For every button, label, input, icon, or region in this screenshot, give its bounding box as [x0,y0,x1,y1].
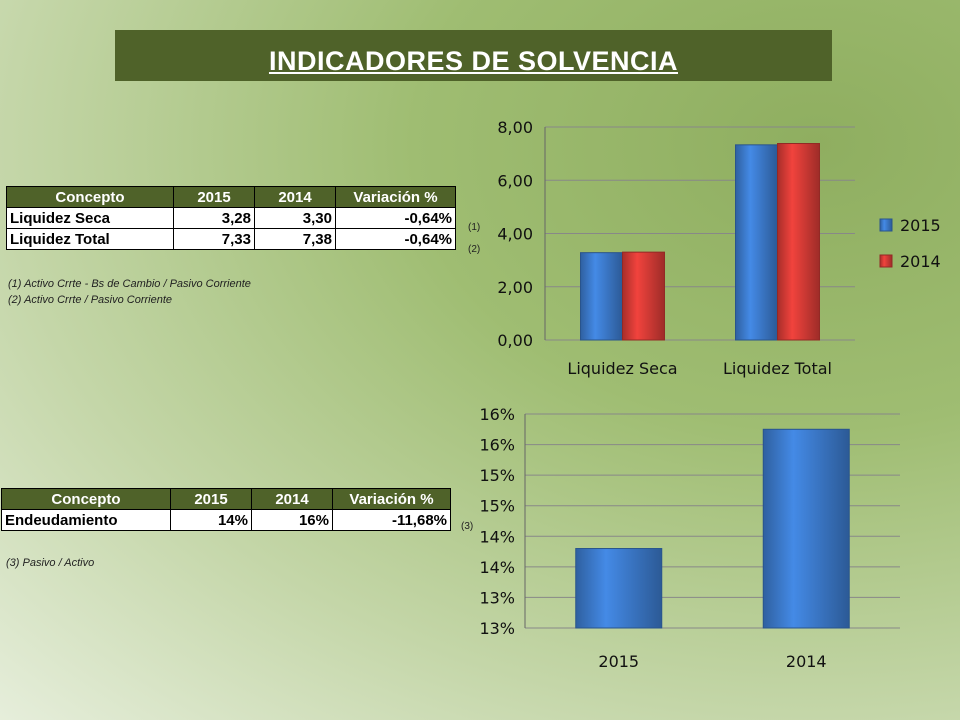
debt-table: Concepto 2015 2014 Variación % Endeudami… [1,488,451,531]
row-ref-3: (3) [461,521,474,532]
bar-2014 [762,428,850,629]
header-concepto: Concepto [6,186,174,208]
x-tick-label: 2015 [598,652,639,671]
cell-concepto: Liquidez Total [6,228,174,250]
header-variacion: Variación % [335,186,456,208]
cell-concepto: Liquidez Seca [6,207,174,229]
header-2015: 2015 [173,186,255,208]
cell-2015: 7,33 [173,228,255,250]
footnote-3: (3) Pasivo / Activo [6,557,95,569]
x-tick-label: Liquidez Total [723,359,832,378]
footnote-2: (2) Activo Crrte / Pasivo Corriente [8,294,173,306]
bar-2015 [735,144,778,341]
page-title: INDICADORES DE SOLVENCIA [268,46,679,76]
header-concepto: Concepto [1,488,171,510]
y-tick-label: 13% [479,619,515,638]
cell-2015: 3,28 [173,207,255,229]
y-tick-label: 6,00 [497,171,533,190]
y-tick-label: 0,00 [497,331,533,350]
cell-2014: 3,30 [254,207,336,229]
cell-variacion: -0,64% [335,228,456,250]
y-tick-label: 15% [479,497,515,516]
bar-2014 [777,143,820,341]
header-2014: 2014 [254,186,336,208]
row-ref-1: (1) [468,222,481,233]
y-tick-label: 14% [479,527,515,546]
header-2015: 2015 [170,488,252,510]
table-row: Liquidez Seca 3,28 3,30 -0,64% [6,207,456,229]
table-header-row: Concepto 2015 2014 Variación % [1,488,451,510]
y-tick-label: 16% [479,436,515,455]
cell-variacion: -0,64% [335,207,456,229]
y-tick-label: 15% [479,466,515,485]
debt-bar-chart: 13% 13% 14% 14% 15% 15% 16% 16% 2015 2014 [479,405,900,671]
cell-variacion: -11,68% [332,509,451,531]
row-ref-2: (2) [468,244,481,255]
y-tick-label: 2,00 [497,278,533,297]
bar-2015 [575,548,663,629]
y-tick-label: 4,00 [497,225,533,244]
legend-label: 2014 [900,252,941,271]
cell-2014: 7,38 [254,228,336,250]
y-tick-label: 14% [479,558,515,577]
table-row: Endeudamiento 14% 16% -11,68% [1,509,451,531]
y-tick-label: 16% [479,405,515,424]
footnote-1: (1) Activo Crrte - Bs de Cambio / Pasivo… [8,278,251,290]
header-2014: 2014 [251,488,333,510]
liquidity-bar-chart: 0,00 2,00 4,00 6,00 8,00 Liquidez Seca Liquide… [497,118,941,378]
legend-swatch-2015 [879,218,893,232]
cell-2014: 16% [251,509,333,531]
cell-2015: 14% [170,509,252,531]
table-header-row: Concepto 2015 2014 Variación % [6,186,456,208]
y-tick-label: 8,00 [497,118,533,137]
cell-concepto: Endeudamiento [1,509,171,531]
legend-swatch-2014 [879,254,893,268]
bar-2014 [622,251,665,341]
x-tick-label: Liquidez Seca [567,359,677,378]
x-tick-label: 2014 [786,652,827,671]
liquidity-table: Concepto 2015 2014 Variación % Liquidez … [6,186,456,250]
bar-2015 [580,252,623,341]
table-row: Liquidez Total 7,33 7,38 -0,64% [6,228,456,250]
y-tick-label: 13% [479,588,515,607]
title-banner: INDICADORES DE SOLVENCIA [115,30,832,81]
header-variacion: Variación % [332,488,451,510]
legend-label: 2015 [900,216,941,235]
